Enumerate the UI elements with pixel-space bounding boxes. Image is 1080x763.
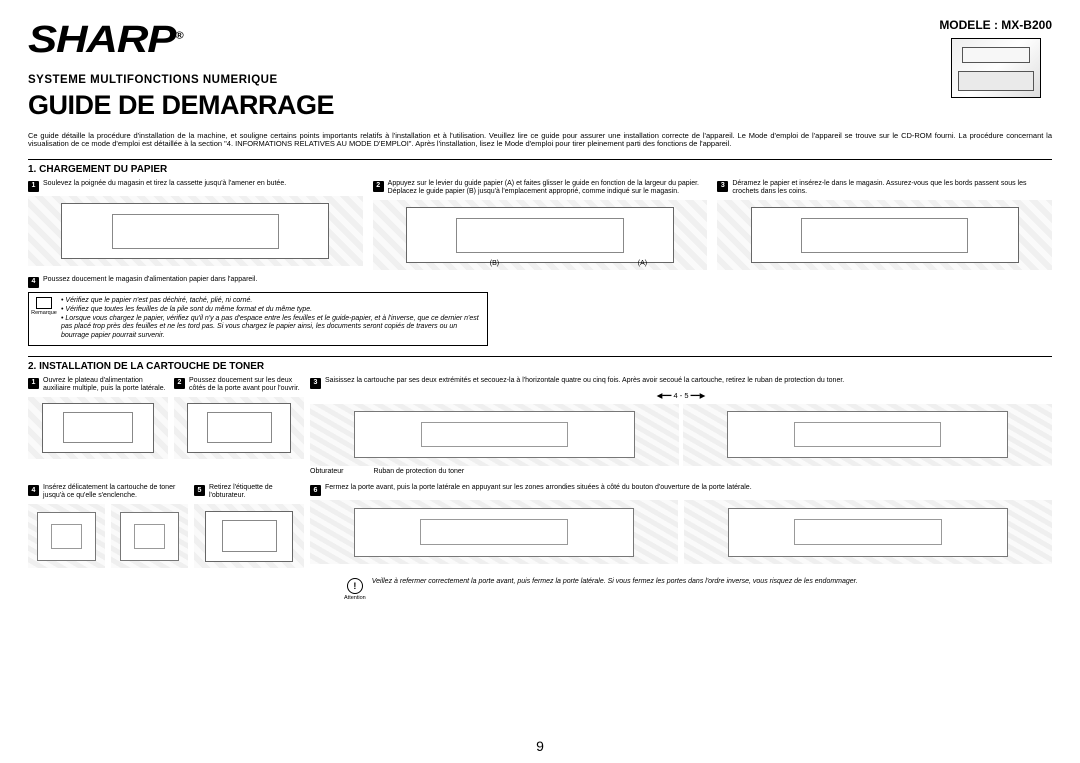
shake-count-label: ◀━━ 4 - 5 ━━▶ (310, 391, 1052, 400)
s1-step1: 1 Soulevez la poignée du magasin et tire… (28, 180, 363, 270)
s2-step3: 3 Saisissez la cartouche par ses deux ex… (310, 377, 1052, 476)
step-number-badge: 1 (28, 181, 39, 192)
s1-step4: 4 Poussez doucement le magasin d'aliment… (28, 276, 1052, 288)
attention-text: Veillez à refermer correctement la porte… (372, 578, 858, 586)
attention-icon: ! (347, 578, 363, 594)
section1-heading: 1. CHARGEMENT DU PAPIER (28, 164, 1052, 176)
printer-illustration-icon (951, 38, 1041, 98)
tape-removal-illustration-icon (683, 404, 1052, 466)
step-number-badge: 2 (373, 181, 384, 192)
step-text: Retirez l'étiquette de l'obturateur. (209, 484, 304, 500)
step-number-badge: 2 (174, 378, 185, 389)
s2-step1: 1 Ouvrez le plateau d'alimentation auxil… (28, 377, 168, 476)
intro-paragraph: Ce guide détaille la procédure d'install… (28, 132, 1052, 149)
note-item: Vérifiez que toutes les feuilles de la p… (61, 306, 481, 315)
section1-steps-row: 1 Soulevez la poignée du magasin et tire… (28, 180, 1052, 270)
step-number-badge: 4 (28, 485, 39, 496)
section2-heading: 2. INSTALLATION DE LA CARTOUCHE DE TONER (28, 361, 1052, 373)
attention-box: ! Attention Veillez à refermer correctem… (338, 574, 1052, 606)
header-right: MODELE : MX-B200 (939, 18, 1052, 98)
step-text: Appuyez sur le levier du guide papier (A… (388, 180, 708, 196)
s2-step4: 4 Insérez délicatement la cartouche de t… (28, 484, 188, 568)
brand-logo: SHARP® (28, 18, 183, 64)
section2-row1: 1 Ouvrez le plateau d'alimentation auxil… (28, 377, 1052, 476)
s2-step5-illustration-icon (194, 504, 304, 568)
shutter-label: Obturateur (310, 468, 343, 476)
attention-icon-wrap: ! Attention (344, 578, 366, 602)
section1-rule (28, 159, 1052, 160)
brand-registered: ® (175, 30, 182, 41)
s2-step6: 6 Fermez la porte avant, puis la porte l… (310, 484, 1052, 568)
toner-tape-label: Ruban de protection du toner (373, 468, 464, 476)
step-number-badge: 6 (310, 485, 321, 496)
step-text: Fermez la porte avant, puis la porte lat… (325, 484, 752, 496)
page-number: 9 (0, 738, 1080, 755)
note-icon: Remarque (33, 297, 55, 317)
attention-label: Attention (344, 595, 366, 602)
section2-row2: 4 Insérez délicatement la cartouche de t… (28, 484, 1052, 568)
subtitle: SYSTEME MULTIFONCTIONS NUMERIQUE (28, 74, 909, 88)
step-text: Ouvrez le plateau d'alimentation auxilia… (43, 377, 168, 393)
step-text: Poussez doucement le magasin d'alimentat… (43, 276, 257, 284)
s1-step3: 3 Déramez le papier et insérez-le dans l… (717, 180, 1052, 270)
insert-cartridge-illustration-1-icon (28, 504, 105, 568)
step-number-badge: 3 (717, 181, 728, 192)
note-item: Vérifiez que le papier n'est pas déchiré… (61, 297, 481, 306)
note-item: Lorsque vous chargez le papier, vérifiez… (61, 315, 481, 341)
note-icon-box-icon (36, 297, 52, 309)
s1-step2: 2 Appuyez sur le levier du guide papier … (373, 180, 708, 270)
step-text: Saisissez la cartouche par ses deux extr… (325, 377, 844, 389)
page-title: GUIDE DE DEMARRAGE (28, 89, 909, 121)
s2-step5: 5 Retirez l'étiquette de l'obturateur. (194, 484, 304, 568)
step-number-badge: 3 (310, 378, 321, 389)
header: SHARP® SYSTEME MULTIFONCTIONS NUMERIQUE … (28, 18, 1052, 122)
section2-rule (28, 356, 1052, 357)
s2-step2-illustration-icon (174, 397, 304, 459)
s1-step2-illustration-icon: (B) (A) (373, 200, 708, 270)
step-text: Poussez doucement sur les deux côtés de … (189, 377, 304, 393)
model-line: MODELE : MX-B200 (939, 18, 1052, 32)
header-left: SHARP® SYSTEME MULTIFONCTIONS NUMERIQUE … (28, 18, 909, 122)
step-number-badge: 1 (28, 378, 39, 389)
s1-step3-illustration-icon (717, 200, 1052, 270)
note-list: Vérifiez que le papier n'est pas déchiré… (61, 297, 481, 341)
step-number-badge: 4 (28, 277, 39, 288)
s2-step6-illustrations (310, 500, 1052, 564)
s2-step1-illustration-icon (28, 397, 168, 459)
close-side-door-illustration-icon (684, 500, 1052, 564)
cartridge-shake-illustration-icon (310, 404, 679, 466)
insert-cartridge-illustration-2-icon (111, 504, 188, 568)
brand-text: SHARP (28, 19, 175, 61)
guide-label-b: (B) (490, 260, 499, 268)
close-front-door-illustration-icon (310, 500, 678, 564)
shake-count: 4 - 5 (673, 391, 688, 400)
step-text: Soulevez la poignée du magasin et tirez … (43, 180, 286, 192)
step-text: Déramez le papier et insérez-le dans le … (732, 180, 1052, 196)
step-text: Insérez délicatement la cartouche de ton… (43, 484, 188, 500)
s1-step1-illustration-icon (28, 196, 363, 266)
s2-step3-labels: Obturateur Ruban de protection du toner (310, 466, 1052, 476)
s2-step2: 2 Poussez doucement sur les deux côtés d… (174, 377, 304, 476)
step-number-badge: 5 (194, 485, 205, 496)
section1-note-box: Remarque Vérifiez que le papier n'est pa… (28, 292, 488, 346)
guide-label-a: (A) (638, 260, 647, 268)
s2-step3-illustrations (310, 404, 1052, 466)
note-icon-label: Remarque (31, 310, 57, 317)
s2-step4-illustrations (28, 504, 188, 568)
